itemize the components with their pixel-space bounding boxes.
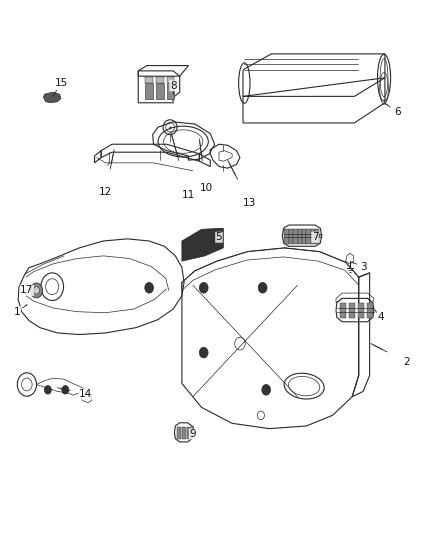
Bar [182,427,186,439]
Text: 2: 2 [403,357,410,367]
Text: 11: 11 [182,190,195,200]
Bar [302,229,306,244]
Text: 15: 15 [54,78,67,88]
Bar [289,229,293,244]
Text: 13: 13 [243,198,256,208]
Text: 10: 10 [199,183,212,193]
Bar [340,303,346,318]
Polygon shape [182,228,223,261]
Bar [155,83,163,99]
Text: 6: 6 [395,107,401,117]
Bar [166,83,174,99]
Circle shape [44,385,51,394]
Bar [315,229,319,244]
Bar [285,229,289,244]
Circle shape [199,348,208,358]
Text: 5: 5 [215,232,223,243]
Polygon shape [43,92,61,103]
Circle shape [145,282,153,293]
Circle shape [30,283,42,298]
Text: 1: 1 [14,306,21,317]
Bar [367,303,373,318]
Bar [166,77,174,83]
Text: 17: 17 [20,286,34,295]
Bar [145,77,152,83]
Text: 14: 14 [79,389,92,399]
Bar [293,229,297,244]
Text: 3: 3 [360,262,367,271]
Text: 12: 12 [99,187,112,197]
Bar [187,427,191,439]
Bar [358,303,364,318]
Text: 9: 9 [190,429,196,439]
Bar [297,229,302,244]
Circle shape [262,384,271,395]
Bar [306,229,311,244]
Bar [311,229,315,244]
Circle shape [62,385,69,394]
Text: 8: 8 [170,81,177,91]
Text: 4: 4 [377,312,384,322]
Bar [145,83,152,99]
Bar [155,77,163,83]
Bar [177,427,181,439]
Circle shape [33,287,39,294]
Bar [349,303,355,318]
Circle shape [199,282,208,293]
Circle shape [258,282,267,293]
Text: 7: 7 [312,232,318,243]
